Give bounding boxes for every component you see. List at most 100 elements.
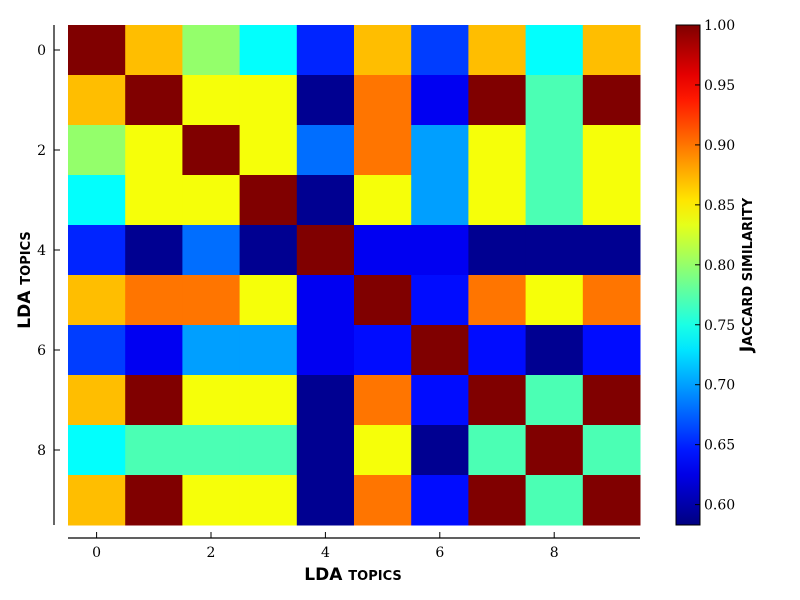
colorbar: 0.60 0.65 0.70 0.75 0.80 0.85 0.90 0.95 1.00 JAC… [675, 18, 757, 526]
heatmap-cell [125, 125, 183, 176]
colorbar-tick-label: 0.95 [704, 78, 735, 94]
heatmap-cell [582, 425, 641, 476]
heatmap-cell [68, 175, 126, 226]
heatmap-cell [354, 275, 412, 326]
heatmap-cell [182, 25, 241, 76]
heatmap-cell [239, 325, 298, 376]
heatmap-cell [354, 425, 412, 476]
heatmap-cell [182, 325, 241, 376]
heatmap-cell [468, 25, 527, 76]
heatmap-cell [182, 475, 241, 526]
heatmap-cell [525, 425, 584, 476]
heatmap-cell [182, 275, 241, 326]
heatmap-cell [296, 25, 355, 76]
heatmap-cell [582, 225, 641, 276]
heatmap-cell [582, 125, 641, 176]
heatmap-cell [182, 375, 241, 426]
colorbar-tick-label: 0.70 [704, 378, 735, 394]
heatmap-cell [239, 375, 298, 426]
heatmap-cell [239, 275, 298, 326]
heatmap-cell [296, 475, 355, 526]
heatmap-cell [125, 75, 183, 126]
heatmap-cell [582, 325, 641, 376]
heatmap-cell [525, 75, 584, 126]
colorbar-tick-label: 0.65 [704, 438, 735, 454]
heatmap-cell [125, 325, 183, 376]
heatmap-cell [411, 25, 469, 76]
heatmap-cell [582, 25, 641, 76]
colorbar-tick-label: 0.75 [704, 318, 735, 334]
heatmap-cell [125, 425, 183, 476]
colorbar-tick-label: 0.60 [704, 498, 735, 514]
y-tick-label: 6 [37, 343, 46, 359]
heatmap-cell [68, 225, 126, 276]
heatmap-cell [468, 275, 527, 326]
heatmap-cell [182, 125, 241, 176]
heatmap-cell [525, 325, 584, 376]
heatmap-cell [239, 125, 298, 176]
heatmap-cell [411, 425, 469, 476]
heatmap-cell [182, 225, 241, 276]
heatmap-cell [296, 375, 355, 426]
heatmap-cell [68, 125, 126, 176]
axes [53, 25, 640, 539]
heatmap-cell [468, 75, 527, 126]
heatmap-cell [525, 225, 584, 276]
colorbar-label: JACCARD SIMILARITY [737, 197, 757, 353]
heatmap-cell [582, 275, 641, 326]
colorbar-tick-label: 0.85 [704, 198, 735, 214]
x-ticks: 0 2 4 6 8 [92, 532, 559, 561]
heatmap-cell [125, 275, 183, 326]
heatmap-cell [354, 125, 412, 176]
heatmap-cell [125, 175, 183, 226]
heatmap-cell [411, 75, 469, 126]
heatmap-cell [296, 75, 355, 126]
heatmap-cell [411, 275, 469, 326]
heatmap-cell [239, 475, 298, 526]
y-tick-label: 0 [37, 43, 46, 59]
heatmap-cell [411, 175, 469, 226]
colorbar-tick-label: 0.80 [704, 258, 735, 274]
heatmap-cell [354, 25, 412, 76]
heatmap-cell [296, 225, 355, 276]
heatmap-cell [411, 325, 469, 376]
heatmap-cell [354, 475, 412, 526]
heatmap-cell [411, 475, 469, 526]
heatmap-cell [68, 325, 126, 376]
heatmap-cell [239, 175, 298, 226]
x-tick-label: 0 [92, 545, 101, 561]
heatmap-cell [354, 375, 412, 426]
colorbar-ticks: 0.60 0.65 0.70 0.75 0.80 0.85 0.90 0.95 1.00 [695, 18, 735, 514]
heatmap-cell [68, 25, 126, 76]
heatmap-cell [354, 175, 412, 226]
heatmap-cell [296, 175, 355, 226]
heatmap-cell [468, 325, 527, 376]
heatmap-cells [68, 25, 641, 526]
x-tick-label: 4 [321, 545, 330, 561]
heatmap-cell [296, 425, 355, 476]
heatmap-cell [296, 125, 355, 176]
heatmap-cell [525, 375, 584, 426]
heatmap-cell [68, 375, 126, 426]
x-tick-label: 8 [550, 545, 559, 561]
heatmap-cell [68, 275, 126, 326]
y-axis-label: LDA TOPICS [15, 231, 35, 328]
colorbar-tick-label: 0.90 [704, 138, 735, 154]
heatmap-cell [525, 475, 584, 526]
heatmap-cell [125, 475, 183, 526]
heatmap-cell [239, 25, 298, 76]
heatmap-cell [411, 375, 469, 426]
heatmap-cell [68, 425, 126, 476]
heatmap-cell [468, 475, 527, 526]
heatmap-cell [468, 375, 527, 426]
heatmap-cell [354, 75, 412, 126]
y-tick-label: 8 [37, 443, 46, 459]
heatmap-cell [125, 25, 183, 76]
colorbar-gradient [675, 24, 701, 526]
x-tick-label: 6 [435, 545, 444, 561]
heatmap-cell [182, 425, 241, 476]
heatmap-cell [411, 125, 469, 176]
y-ticks: 0 2 4 6 8 [37, 43, 60, 459]
heatmap-cell [468, 225, 527, 276]
heatmap-cell [582, 175, 641, 226]
